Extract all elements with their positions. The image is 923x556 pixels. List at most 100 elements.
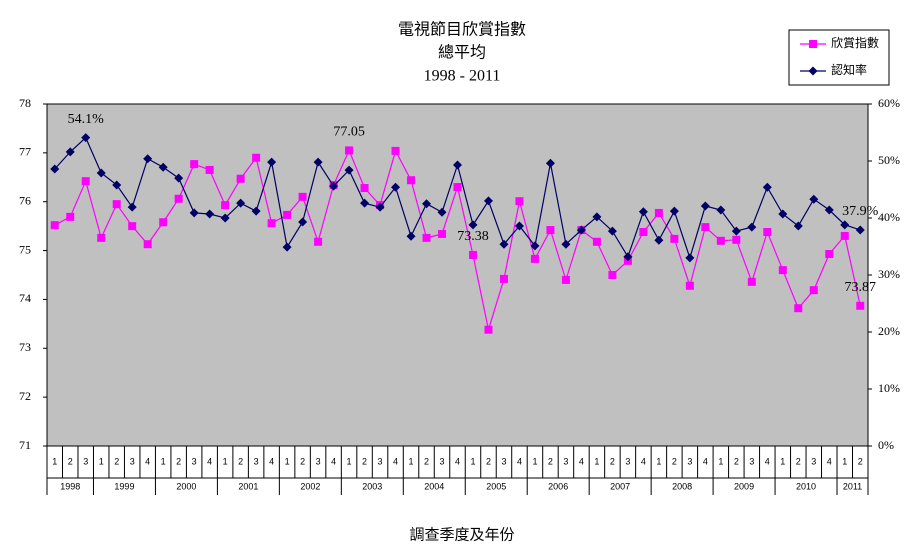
legend-label: 認知率 — [831, 62, 867, 77]
data-point — [731, 226, 741, 236]
data-point — [638, 207, 648, 217]
data-point — [438, 229, 447, 238]
x-group-label: 2011 — [843, 481, 862, 491]
x-tick-label: 4 — [579, 456, 584, 466]
plot-area — [46, 103, 869, 447]
data-point — [483, 196, 493, 206]
data-point — [592, 237, 601, 246]
data-point — [793, 221, 803, 231]
chart-subtitle: 總平均 — [438, 44, 486, 62]
data-point — [856, 301, 865, 310]
data-point — [375, 202, 385, 212]
x-tick-label: 2 — [176, 456, 181, 466]
data-point — [809, 286, 818, 295]
x-tick-label: 1 — [470, 456, 475, 466]
y2-tick-label: 0% — [878, 438, 894, 452]
data-point — [50, 221, 59, 230]
x-tick-label: 2 — [548, 456, 553, 466]
data-point — [282, 242, 292, 252]
data-point — [50, 164, 60, 174]
data-label: 37.9% — [842, 204, 879, 219]
x-axis-label: 調查季度及年份 — [409, 526, 514, 543]
x-tick-label: 3 — [501, 456, 506, 466]
data-point — [189, 208, 199, 218]
data-point — [298, 192, 307, 201]
x-tick-label: 3 — [440, 456, 445, 466]
y-tick-label: 76 — [19, 193, 31, 207]
y-tick-label: 71 — [19, 438, 31, 452]
x-tick-label: 2 — [734, 456, 739, 466]
data-point — [236, 174, 245, 183]
x-tick-label: 2 — [796, 456, 801, 466]
data-point — [453, 160, 462, 170]
data-point — [112, 200, 121, 209]
x-tick-label: 1 — [347, 456, 352, 466]
x-tick-label: 2 — [300, 456, 305, 466]
data-point — [174, 194, 183, 203]
x-tick-label: 4 — [517, 456, 522, 466]
data-point — [422, 233, 431, 242]
x-tick-label: 3 — [811, 456, 816, 466]
data-label: 73.38 — [457, 229, 489, 244]
data-point — [778, 266, 787, 275]
data-point — [484, 325, 493, 334]
data-point — [205, 165, 214, 174]
data-point — [360, 198, 370, 208]
data-point — [639, 228, 648, 237]
data-point — [716, 236, 725, 245]
x-tick-label: 1 — [656, 456, 661, 466]
y2-tick-label: 10% — [878, 381, 900, 395]
data-point — [716, 205, 726, 215]
x-tick-label: 2 — [672, 456, 677, 466]
data-point — [794, 304, 803, 313]
legend-marker — [808, 66, 818, 76]
x-tick-label: 3 — [316, 456, 321, 466]
x-tick-label: 4 — [827, 456, 832, 466]
x-tick-label: 3 — [130, 456, 135, 466]
y-tick-label: 75 — [19, 242, 31, 256]
x-tick-label: 1 — [223, 456, 228, 466]
data-point — [422, 199, 432, 209]
data-point — [825, 249, 834, 258]
x-tick-label: 4 — [703, 456, 708, 466]
data-point — [143, 240, 152, 249]
x-tick-label: 1 — [99, 456, 104, 466]
x-group-label: 2002 — [300, 481, 320, 491]
y-tick-label: 78 — [19, 96, 31, 110]
data-point — [530, 254, 539, 263]
data-point — [158, 162, 168, 172]
x-tick-label: 3 — [192, 456, 197, 466]
data-point — [685, 253, 695, 263]
data-point — [65, 147, 75, 157]
x-group-label: 2005 — [486, 481, 506, 491]
data-point — [345, 146, 354, 155]
data-point — [747, 222, 757, 232]
data-point — [251, 206, 261, 216]
data-point — [127, 202, 137, 212]
data-label: 54.1% — [68, 112, 105, 127]
x-tick-label: 4 — [393, 456, 398, 466]
y2-tick-label: 30% — [878, 267, 900, 281]
x-tick-label: 3 — [83, 456, 88, 466]
data-label: 77.05 — [333, 125, 365, 140]
x-group-label: 2001 — [238, 481, 258, 491]
x-tick-label: 4 — [455, 456, 460, 466]
data-point — [514, 221, 524, 231]
data-point — [561, 275, 570, 284]
x-tick-label: 2 — [486, 456, 491, 466]
data-point — [66, 212, 75, 221]
data-point — [112, 180, 122, 190]
data-point — [840, 220, 850, 230]
data-point — [344, 165, 354, 175]
data-point — [700, 201, 710, 211]
data-point — [252, 153, 261, 162]
data-point — [437, 207, 447, 217]
data-point — [747, 277, 756, 286]
data-point — [607, 226, 617, 236]
x-tick-label: 1 — [532, 456, 537, 466]
x-tick-label: 1 — [161, 456, 166, 466]
y2-tick-label: 40% — [878, 210, 900, 224]
data-point — [81, 133, 91, 143]
x-tick-label: 2 — [68, 456, 73, 466]
